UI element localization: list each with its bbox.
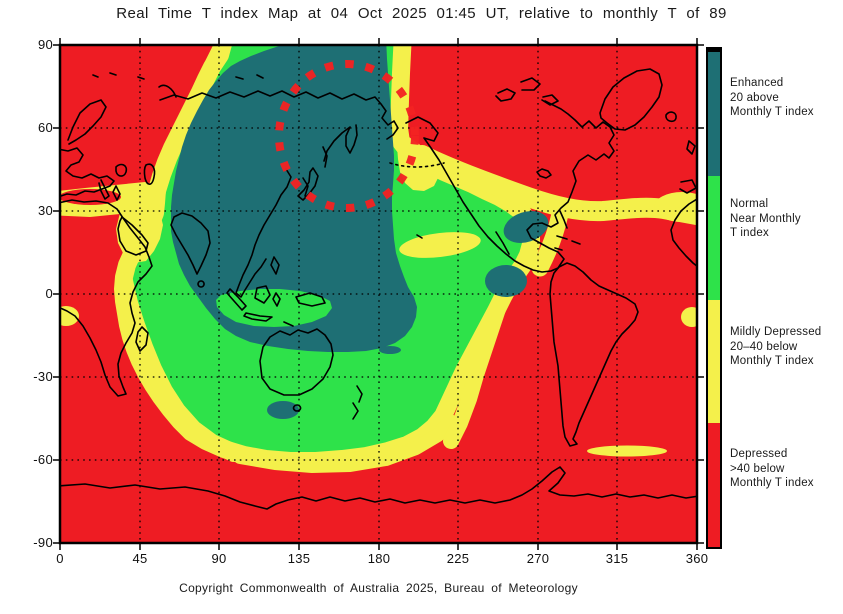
legend-line: Normal: [730, 198, 769, 210]
teal-pocket-south-australia: [267, 401, 299, 419]
enhanced-teal-region: [171, 45, 417, 352]
y-tick-label-0: 0: [45, 286, 53, 301]
x-tick-label-45: 45: [132, 551, 148, 566]
teal-pocket-east-pacific: [485, 265, 527, 297]
copyright-text: Copyright Commonwealth of Australia 2025…: [179, 581, 578, 595]
coast-caribbean-islands: [554, 235, 581, 251]
yellow-streak-south-atlantic: [587, 445, 667, 457]
yellow-mexico-lobe: [531, 205, 569, 277]
coast-hawaii: [416, 234, 423, 239]
coast-new-zealand: [352, 385, 363, 420]
coast-novaya-zemlya: [158, 84, 177, 98]
axis-ticks: [53, 38, 704, 550]
x-tick-label-0: 0: [56, 551, 64, 566]
coast-florida: [559, 210, 568, 229]
annotation-circle: [275, 60, 419, 212]
coast-black-sea: [115, 163, 128, 177]
legend-line: >40 below: [730, 462, 785, 475]
coast-canadian-arctic: [495, 77, 559, 106]
map-layers: [60, 45, 697, 543]
coast-east-asia: [235, 168, 292, 298]
x-tick-label-180: 180: [367, 551, 391, 566]
legend-line: T index: [730, 227, 769, 239]
legend-line: Monthly T index: [730, 106, 814, 118]
coast-antarctica: [60, 466, 697, 510]
legend-label-normal: Normal Near Monthly T index: [730, 197, 842, 241]
legend-swatch-enhanced: [708, 52, 720, 176]
legend-swatch-depressed: [708, 423, 720, 547]
legend-line: Mildly Depressed: [730, 326, 822, 338]
legend-label-mildly-depressed: Mildly Depressed 20–40 below Monthly T i…: [730, 325, 842, 369]
coast-korea: [302, 177, 309, 197]
teal-pocket-south-pacific: [379, 346, 401, 354]
x-tick-label-315: 315: [605, 551, 629, 566]
coast-australia: [259, 328, 334, 396]
legend-line: Enhanced: [730, 77, 784, 89]
coast-iceland: [665, 111, 677, 123]
x-tick-label-135: 135: [287, 551, 311, 566]
legend-line: 20 above: [730, 91, 779, 104]
yellow-patch-gulf-of-guinea: [60, 306, 79, 326]
x-tick-label-360: 360: [685, 551, 709, 566]
normal-green-indonesia-strip: [216, 289, 332, 327]
y-tick-label-m30: -30: [33, 369, 53, 384]
legend-swatch-normal: [708, 175, 720, 300]
legend-line: Depressed: [730, 448, 788, 460]
coast-british-isles: [686, 140, 696, 155]
coast-arabia: [117, 216, 149, 256]
coast-great-lakes: [536, 168, 552, 179]
yellow-band-africa-end: [654, 192, 697, 222]
coast-indonesia: [226, 256, 326, 327]
y-tick-label-90: 90: [37, 37, 53, 52]
coast-south-america: [549, 262, 639, 447]
y-tick-label-m90: -90: [33, 535, 53, 550]
x-tick-label-90: 90: [211, 551, 227, 566]
coast-arctic-islands: [92, 72, 264, 80]
yellow-patch-right-edge: [681, 307, 697, 327]
coast-scandinavia: [67, 99, 107, 145]
coast-india: [170, 212, 211, 275]
x-tick-label-225: 225: [446, 551, 470, 566]
enhanced-teal-pockets: [267, 211, 549, 419]
coast-baja-california: [495, 231, 510, 255]
coast-japan: [297, 167, 319, 201]
yellow-patches: [60, 232, 697, 457]
coast-africa: [60, 199, 153, 397]
page-title: Real Time T index Map at 04 Oct 2025 01:…: [116, 5, 727, 22]
legend-line: Monthly T index: [730, 355, 814, 367]
y-tick-label-m60: -60: [33, 452, 53, 467]
coast-north-america-east: [526, 100, 615, 269]
coast-italy: [98, 179, 110, 200]
coast-africa-west-bulge: [670, 198, 697, 268]
coast-aleutians: [389, 162, 445, 168]
legend-line: 20–40 below: [730, 340, 798, 353]
coast-caspian-sea: [143, 163, 156, 186]
teal-pocket-mexico: [503, 211, 549, 243]
y-tick-label-30: 30: [37, 203, 53, 218]
legend-label-depressed: Depressed >40 below Monthly T index: [730, 447, 842, 491]
coastlines: [60, 68, 697, 510]
x-tick-label-270: 270: [526, 551, 550, 566]
coast-sakhalin: [322, 146, 328, 168]
coast-siberia-north: [159, 90, 399, 140]
coast-madagascar: [135, 326, 149, 352]
coast-kamchatka-okhotsk: [323, 124, 358, 162]
legend-line: Near Monthly: [730, 212, 801, 225]
legend-label-enhanced: Enhanced 20 above Monthly T index: [730, 76, 842, 120]
legend-color-bar: [706, 47, 722, 549]
coast-north-america-west: [405, 116, 559, 273]
legend-line: Monthly T index: [730, 477, 814, 489]
legend-swatch-mildly-depressed: [708, 299, 720, 424]
yellow-patch-hawaii: [399, 232, 481, 258]
coast-greenland: [599, 68, 663, 131]
y-tick-label-60: 60: [37, 120, 53, 135]
world-map-plot: [53, 38, 704, 550]
coast-greece: [112, 185, 121, 201]
coast-sri-lanka: [197, 280, 205, 288]
coast-europe: [60, 147, 115, 198]
plot-frame: [53, 38, 704, 550]
